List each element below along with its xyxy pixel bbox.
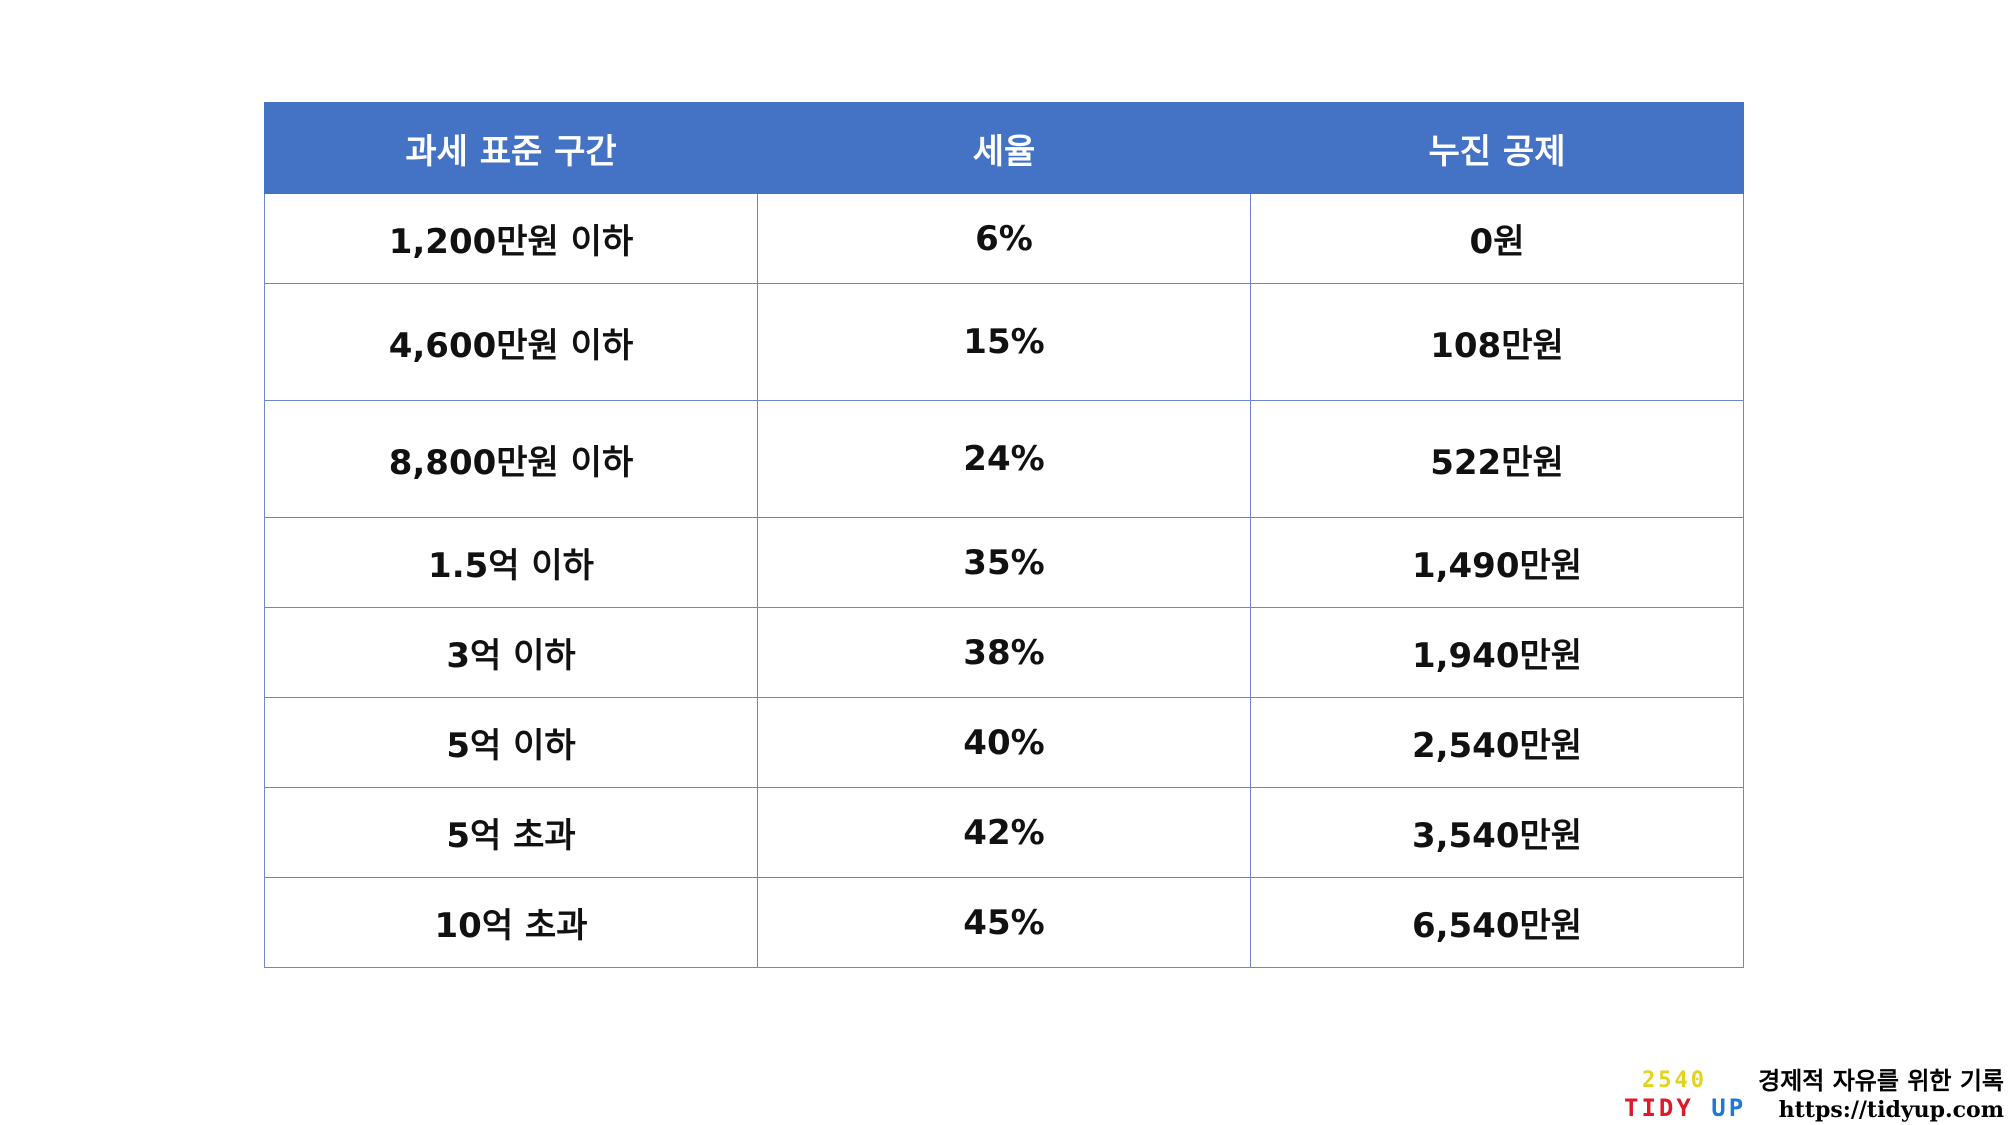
header-tax-bracket: 과세 표준 구간 bbox=[264, 102, 758, 194]
table-row: 8,800만원 이하 24% 522만원 bbox=[264, 400, 1744, 518]
deduction-cell: 3,540만원 bbox=[1250, 787, 1744, 878]
deduction-cell: 1,490만원 bbox=[1250, 517, 1744, 608]
bracket-cell: 1.5억 이하 bbox=[264, 517, 758, 608]
header-tax-rate: 세율 bbox=[757, 102, 1251, 194]
rate-cell: 35% bbox=[757, 517, 1251, 608]
table-row: 1,200만원 이하 6% 0원 bbox=[264, 193, 1744, 284]
table-row: 10억 초과 45% 6,540만원 bbox=[264, 877, 1744, 968]
bracket-cell: 3억 이하 bbox=[264, 607, 758, 698]
deduction-cell: 6,540만원 bbox=[1250, 877, 1744, 968]
deduction-cell: 2,540만원 bbox=[1250, 697, 1744, 788]
logo-number: 2540 bbox=[1642, 1068, 1707, 1093]
bracket-cell: 1,200만원 이하 bbox=[264, 193, 758, 284]
brand-footer: 2540 TIDY UP 경제적 자유를 위한 기록 https://tidyu… bbox=[1624, 1066, 2004, 1124]
deduction-cell: 1,940만원 bbox=[1250, 607, 1744, 698]
rate-cell: 6% bbox=[757, 193, 1251, 284]
deduction-cell: 0원 bbox=[1250, 193, 1744, 284]
rate-cell: 15% bbox=[757, 283, 1251, 401]
header-progressive-deduction: 누진 공제 bbox=[1250, 102, 1744, 194]
bracket-cell: 5억 이하 bbox=[264, 697, 758, 788]
table-row: 4,600만원 이하 15% 108만원 bbox=[264, 283, 1744, 401]
bracket-cell: 8,800만원 이하 bbox=[264, 400, 758, 518]
logo-up: UP bbox=[1711, 1094, 1747, 1122]
rate-cell: 45% bbox=[757, 877, 1251, 968]
table-row: 5억 이하 40% 2,540만원 bbox=[264, 697, 1744, 788]
rate-cell: 40% bbox=[757, 697, 1251, 788]
logo-tidy: TIDY bbox=[1624, 1094, 1694, 1122]
table-header-row: 과세 표준 구간 세율 누진 공제 bbox=[264, 102, 1744, 194]
deduction-cell: 522만원 bbox=[1250, 400, 1744, 518]
tidyup-logo: 2540 TIDY UP bbox=[1624, 1066, 1743, 1122]
table-row: 3억 이하 38% 1,940만원 bbox=[264, 607, 1744, 698]
deduction-cell: 108만원 bbox=[1250, 283, 1744, 401]
bracket-cell: 4,600만원 이하 bbox=[264, 283, 758, 401]
brand-url[interactable]: https://tidyup.com bbox=[1778, 1097, 2004, 1123]
brand-text: 경제적 자유를 위한 기록 https://tidyup.com bbox=[1758, 1066, 2004, 1124]
table-row: 5억 초과 42% 3,540만원 bbox=[264, 787, 1744, 878]
tax-rate-table: 과세 표준 구간 세율 누진 공제 1,200만원 이하 6% 0원 4,600… bbox=[264, 102, 1744, 968]
bracket-cell: 5억 초과 bbox=[264, 787, 758, 878]
logo-wordmark: TIDY UP bbox=[1624, 1096, 1746, 1120]
bracket-cell: 10억 초과 bbox=[264, 877, 758, 968]
rate-cell: 42% bbox=[757, 787, 1251, 878]
rate-cell: 38% bbox=[757, 607, 1251, 698]
rate-cell: 24% bbox=[757, 400, 1251, 518]
table-row: 1.5억 이하 35% 1,490만원 bbox=[264, 517, 1744, 608]
brand-tagline: 경제적 자유를 위한 기록 bbox=[1758, 1066, 2004, 1095]
